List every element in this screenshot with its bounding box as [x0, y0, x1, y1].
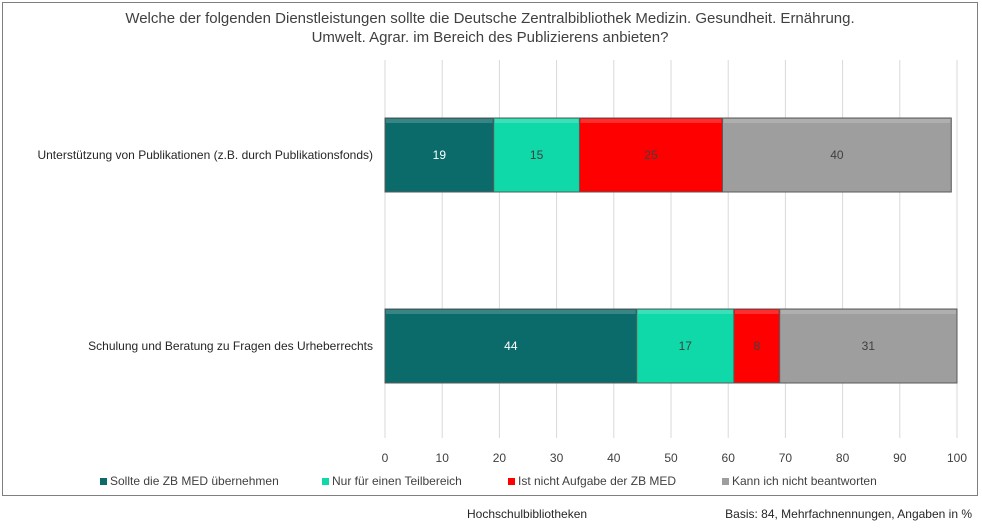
footer-sample-label: Hochschulbibliotheken: [467, 507, 588, 521]
bar-segment: [578, 117, 723, 193]
x-tick-label: 40: [607, 451, 621, 465]
bar-segment-highlight: [734, 310, 779, 314]
x-tick-label: 0: [382, 451, 389, 465]
category-labels: Unterstützung von Publikationen (z.B. du…: [37, 148, 373, 353]
bar-segment: [636, 308, 735, 384]
legend-swatch: [322, 478, 329, 485]
bar-value-label: 44: [504, 339, 518, 353]
chart-title: Welche der folgenden Dienstleistungen so…: [3, 9, 977, 47]
legend-swatch: [508, 478, 515, 485]
bar-segment: [721, 117, 952, 193]
legend-item: Nur für einen Teilbereich: [322, 474, 462, 488]
bar-value-label: 40: [830, 148, 844, 162]
bar-segment: [779, 308, 958, 384]
legend-label: Kann ich nicht beantworten: [732, 474, 877, 488]
footer-basis-note: Basis: 84, Mehrfachnennungen, Angaben in…: [725, 507, 972, 521]
legend: Sollte die ZB MED übernehmen Nur für eine…: [100, 474, 877, 488]
x-tick-label: 80: [836, 451, 850, 465]
bar-value-label: 8: [753, 339, 760, 353]
bar-segment: [384, 117, 495, 193]
legend-item: Kann ich nicht beantworten: [722, 474, 877, 488]
legend-item: Ist nicht Aufgabe der ZB MED: [508, 474, 676, 488]
bar-segment-highlight: [494, 119, 579, 123]
bar-segments: 19 15 25 40 44 17 8 31: [384, 117, 958, 384]
bar-value-label: 17: [679, 339, 693, 353]
x-tick-label: 50: [664, 451, 678, 465]
x-tick-label: 10: [436, 451, 450, 465]
legend-item: Sollte die ZB MED übernehmen: [100, 474, 279, 488]
category-label: Unterstützung von Publikationen (z.B. du…: [37, 148, 373, 162]
bar-segment-highlight: [386, 310, 636, 314]
x-tick-label: 70: [779, 451, 793, 465]
bar-segment: [384, 308, 638, 384]
bar-value-label: 15: [530, 148, 544, 162]
legend-label: Sollte die ZB MED übernehmen: [110, 474, 279, 488]
bar-value-label: 25: [644, 148, 658, 162]
x-axis-tick-labels: 0 10 20 30 40 50 60 70 80 90 100: [382, 451, 968, 465]
x-tick-label: 90: [893, 451, 907, 465]
bar-segment: [493, 117, 580, 193]
legend-label: Ist nicht Aufgabe der ZB MED: [518, 474, 676, 488]
bar-segment-highlight: [637, 310, 733, 314]
bar-value-label: 19: [433, 148, 447, 162]
category-label: Schulung und Beratung zu Fragen des Urhe…: [88, 339, 373, 353]
chart-frame: Welche der folgenden Dienstleistungen so…: [2, 2, 978, 496]
legend-swatch: [100, 478, 107, 485]
bar-segment-highlight: [780, 310, 956, 314]
chart-title-line-1: Welche der folgenden Dienstleistungen so…: [125, 10, 855, 27]
bar-segment-highlight: [580, 119, 722, 123]
x-tick-label: 20: [493, 451, 507, 465]
bar-segment-highlight: [386, 119, 493, 123]
bar-segment: [733, 308, 781, 384]
x-tick-label: 100: [947, 451, 967, 465]
bar-segment-highlight: [723, 119, 951, 123]
legend-label: Nur für einen Teilbereich: [332, 474, 462, 488]
x-tick-label: 30: [550, 451, 564, 465]
bar-value-label: 31: [862, 339, 876, 353]
legend-swatch: [722, 478, 729, 485]
chart-title-line-2: Umwelt. Agrar. im Bereich des Publiziere…: [311, 29, 669, 46]
x-tick-label: 60: [722, 451, 736, 465]
